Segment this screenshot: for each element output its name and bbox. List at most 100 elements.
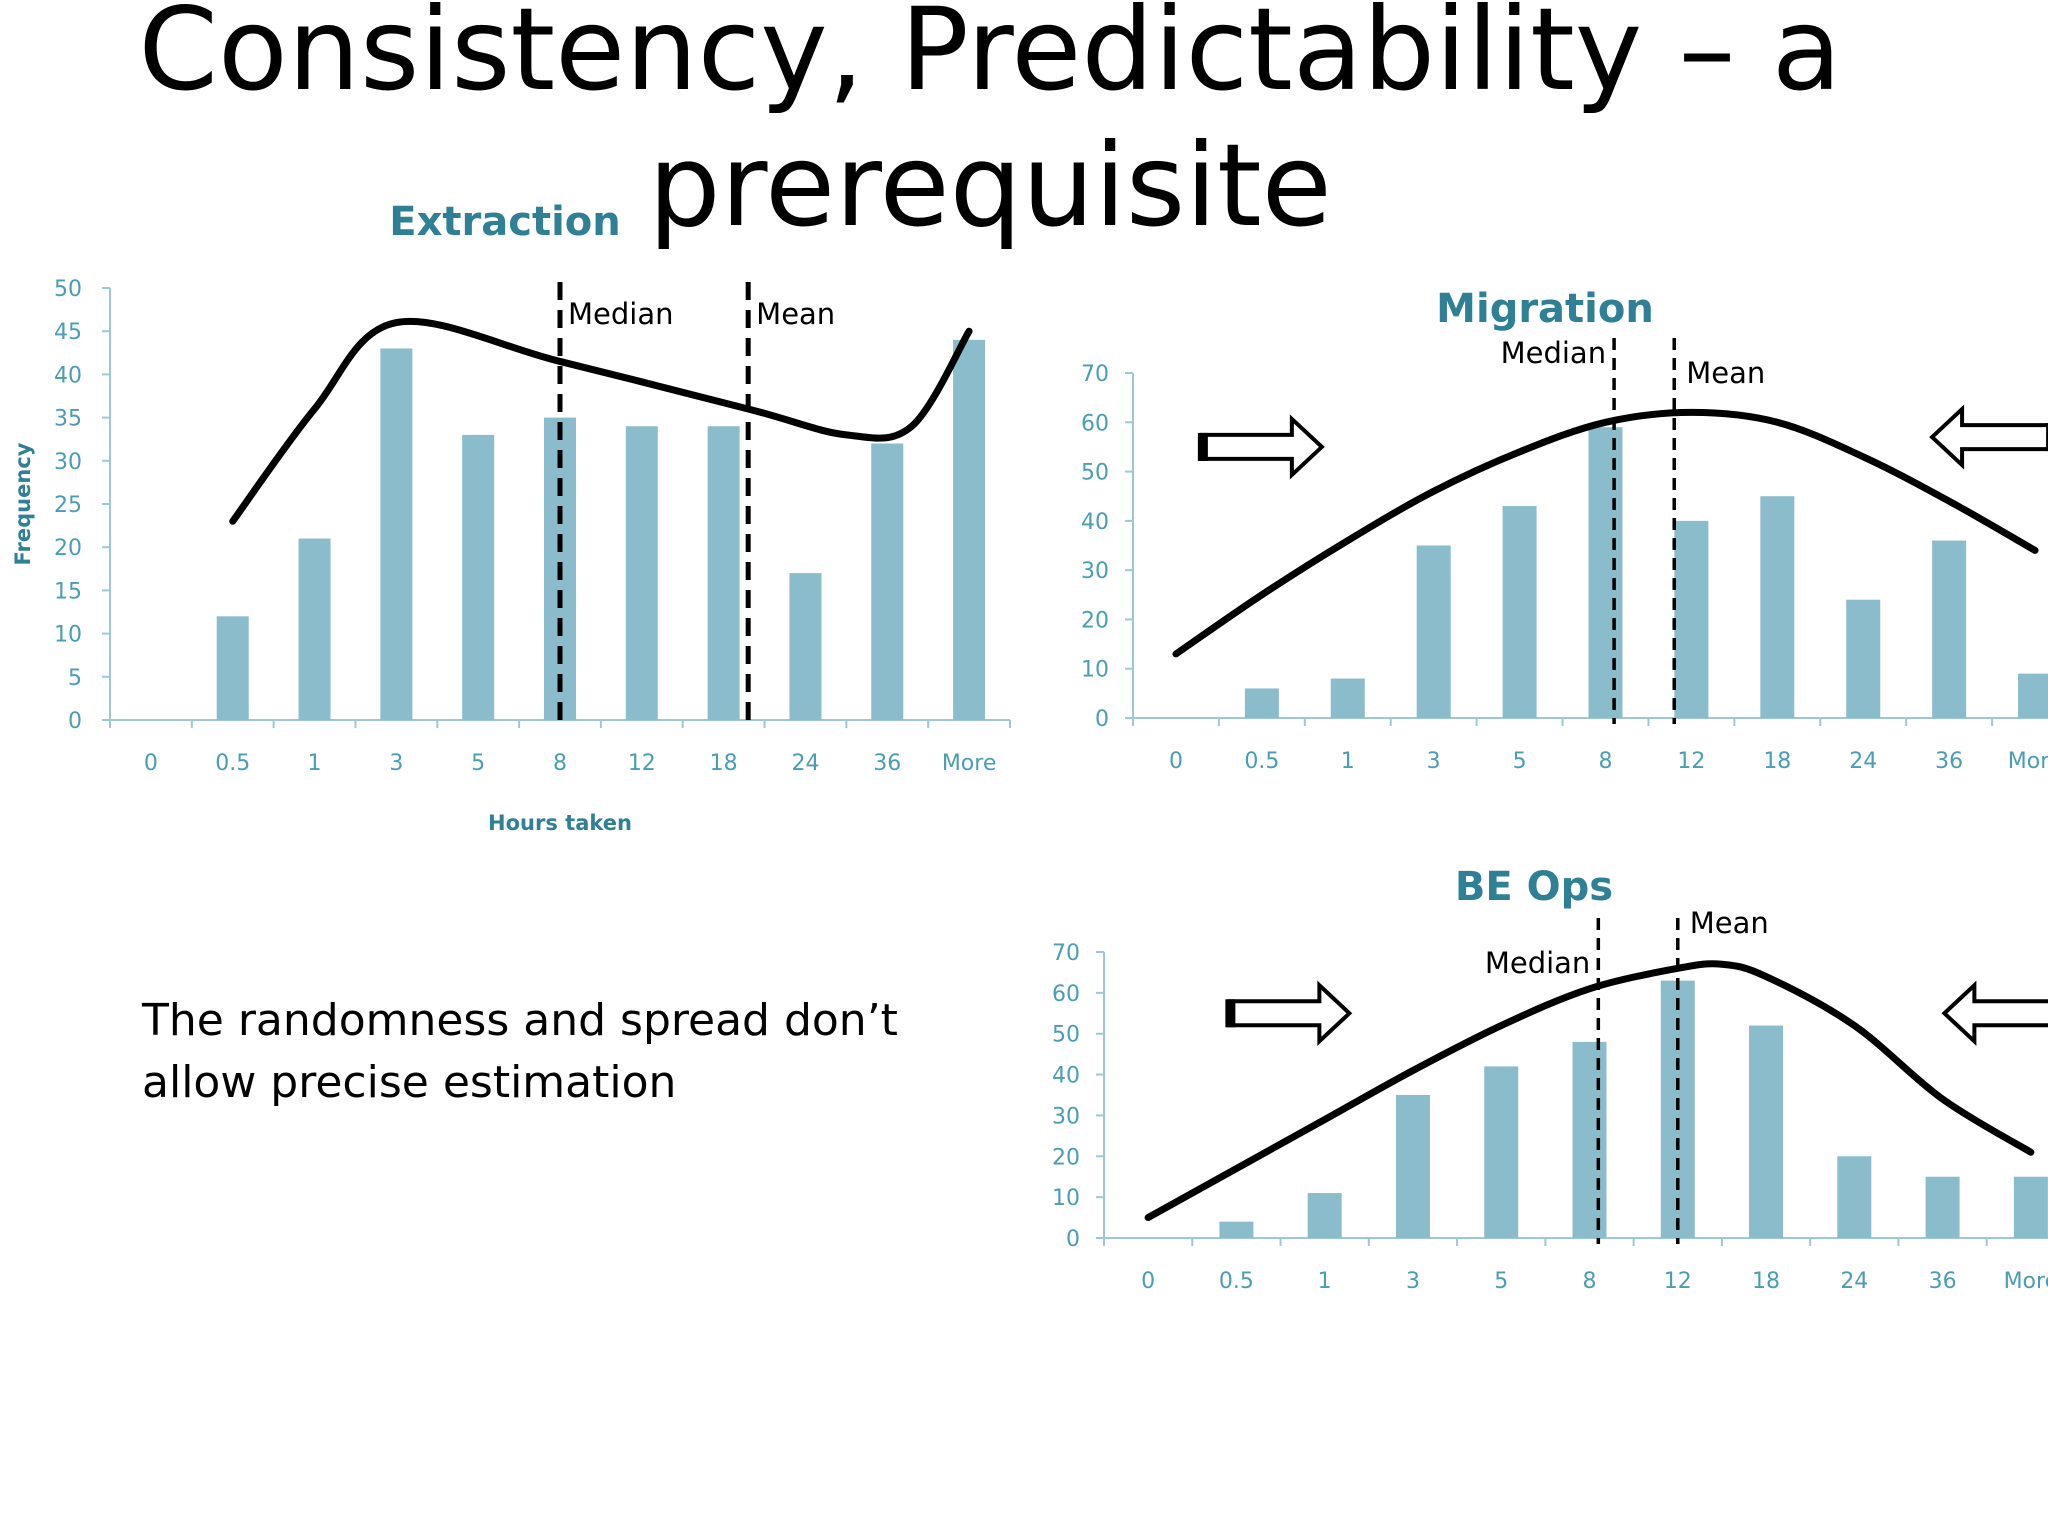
y-tick-label: 40 [1052, 1064, 1080, 1089]
body-text-line-2: allow precise estimation [142, 1057, 677, 1108]
bar [1244, 688, 1279, 718]
y-tick-label: 25 [54, 493, 82, 518]
x-tick-label: 5 [471, 751, 485, 776]
arrow-right-icon [1227, 980, 1353, 1046]
bar [2013, 1176, 2048, 1238]
y-tick-label: 0 [1066, 1227, 1080, 1252]
x-tick-label: 0.5 [1244, 749, 1279, 774]
y-tick-label: 20 [1081, 608, 1109, 633]
arrow-left-icon [1941, 980, 2048, 1046]
bar [1674, 520, 1709, 718]
bar [1932, 540, 1967, 718]
bar [1219, 1221, 1254, 1238]
bar [1572, 1041, 1607, 1238]
x-tick-label: 1 [1318, 1269, 1332, 1294]
bar [1484, 1066, 1519, 1238]
x-axis-label: Hours taken [488, 811, 632, 835]
bar [1837, 1156, 1872, 1238]
x-tick-label: 12 [1677, 749, 1705, 774]
bar [1846, 599, 1881, 718]
x-tick-label: 0.5 [215, 751, 250, 776]
x-tick-label: 18 [1752, 1269, 1780, 1294]
y-tick-label: 60 [1052, 982, 1080, 1007]
y-tick-label: 70 [1052, 941, 1080, 966]
x-tick-label: 5 [1494, 1269, 1508, 1294]
trend-curve [1172, 408, 2039, 658]
bar [216, 616, 249, 720]
x-tick-label: 12 [1664, 1269, 1692, 1294]
y-tick-label: 50 [54, 277, 82, 302]
reference-label-median: Median [1485, 946, 1590, 980]
x-tick-label: More [942, 751, 997, 776]
arrow-tail-block [1197, 432, 1208, 461]
chart-title: Extraction [389, 199, 620, 245]
chart-title: BE Ops [1455, 864, 1613, 910]
bar [625, 426, 658, 720]
bar [462, 434, 495, 720]
bar [298, 538, 331, 720]
slide-title-line-2: prerequisite [648, 119, 1332, 252]
reference-label-median: Median [568, 297, 673, 331]
x-tick-label: 36 [1929, 1269, 1957, 1294]
x-tick-label: 0.5 [1219, 1269, 1254, 1294]
x-tick-label: 0 [144, 751, 158, 776]
y-tick-label: 0 [1095, 707, 1109, 732]
trend-curve [1144, 960, 2035, 1222]
bar [871, 443, 904, 720]
x-tick-label: 3 [389, 751, 403, 776]
y-tick-label: 10 [1081, 658, 1109, 683]
bar [1416, 545, 1451, 718]
arrow-tail-block [2046, 423, 2048, 452]
y-tick-label: 45 [54, 320, 82, 345]
body-text: The randomness and spread don’t allow pr… [142, 990, 902, 1114]
y-tick-label: 20 [54, 536, 82, 561]
bar [1925, 1176, 1960, 1238]
body-text-line-1: The randomness and spread don’t [142, 995, 898, 1046]
slide-title-line-1: Consistency, Predictability – a [138, 0, 1842, 116]
y-tick-label: 40 [54, 363, 82, 388]
reference-label-mean: Mean [1686, 356, 1765, 390]
y-axis-label: Frequency [11, 442, 35, 565]
x-tick-label: 18 [710, 751, 738, 776]
bar [789, 573, 822, 720]
arrow-left-icon [1929, 404, 2048, 470]
y-tick-label: 10 [54, 623, 82, 648]
slide-title: Consistency, Predictability – a prerequi… [0, 0, 1980, 254]
x-tick-label: 36 [1935, 749, 1963, 774]
x-tick-label: 0 [1141, 1269, 1155, 1294]
y-tick-label: 5 [68, 666, 82, 691]
x-tick-label: 24 [791, 751, 819, 776]
x-tick-label: 8 [1583, 1269, 1597, 1294]
bar [1330, 678, 1365, 718]
bar [1760, 496, 1795, 718]
x-tick-label: 1 [1341, 749, 1355, 774]
bar [1307, 1193, 1342, 1238]
x-tick-label: 1 [308, 751, 322, 776]
x-tick-label: 18 [1763, 749, 1791, 774]
y-tick-label: 30 [1052, 1104, 1080, 1129]
x-tick-label: 3 [1406, 1269, 1420, 1294]
bar [1749, 1025, 1784, 1238]
x-tick-label: 36 [873, 751, 901, 776]
reference-label-mean: Mean [1690, 906, 1769, 940]
arrow-right-icon [1199, 414, 1325, 480]
y-tick-label: 40 [1081, 510, 1109, 535]
trend-curve [229, 317, 973, 525]
x-tick-label: 0 [1169, 749, 1183, 774]
y-tick-label: 35 [54, 407, 82, 432]
reference-label-mean: Mean [756, 297, 835, 331]
bar [707, 426, 740, 720]
arrow-tail-block [1225, 999, 1236, 1028]
x-tick-label: 3 [1427, 749, 1441, 774]
x-tick-label: More [2008, 749, 2048, 774]
y-tick-label: 0 [68, 709, 82, 734]
x-tick-label: More [2004, 1269, 2048, 1294]
y-tick-label: 60 [1081, 411, 1109, 436]
bar [380, 348, 413, 720]
chart-title: Migration [1436, 286, 1654, 332]
y-tick-label: 30 [54, 450, 82, 475]
y-tick-label: 30 [1081, 559, 1109, 584]
bar [1395, 1095, 1430, 1238]
